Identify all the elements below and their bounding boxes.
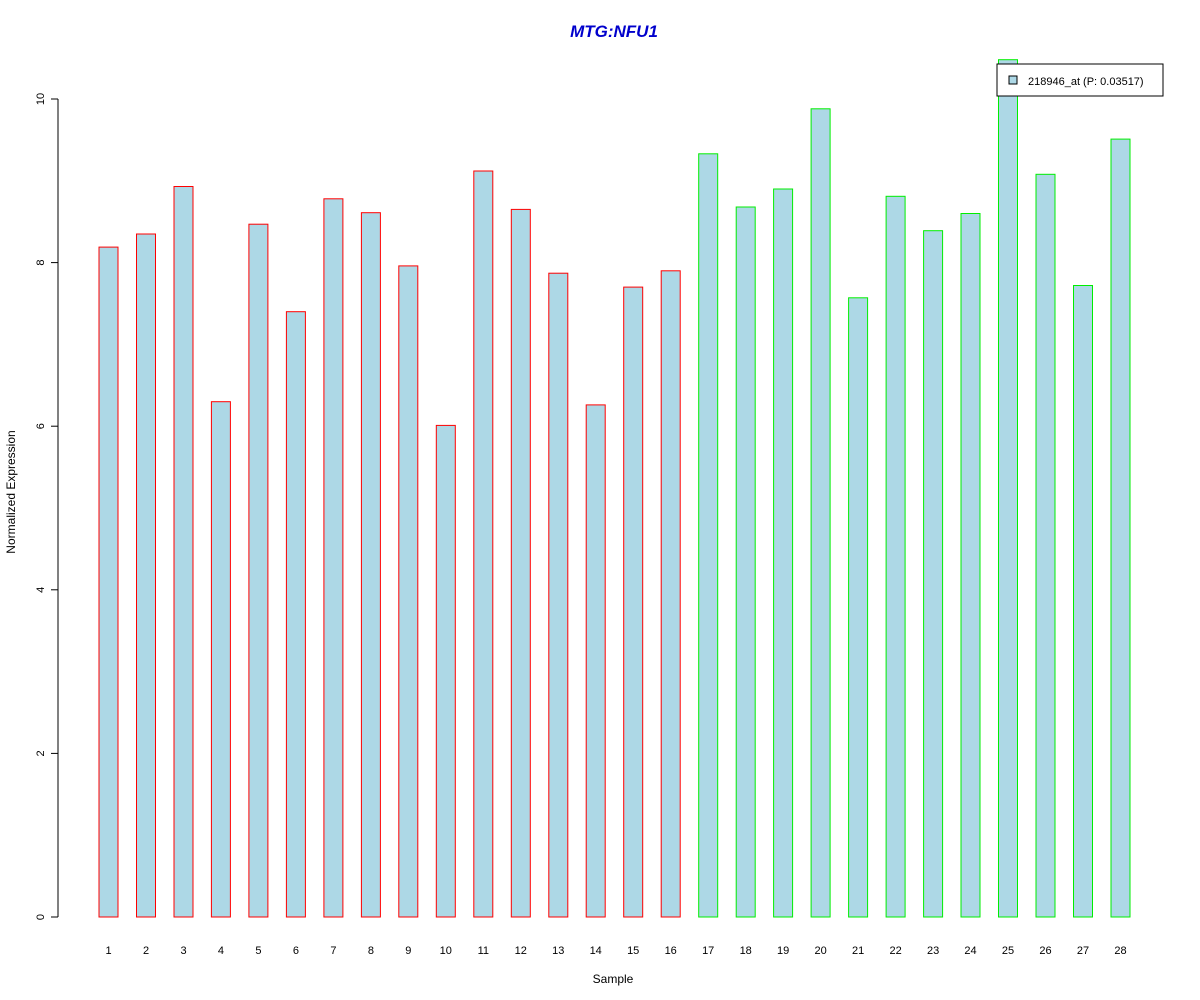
bar-sample-8 <box>360 212 381 918</box>
bar-sample-14 <box>585 404 606 918</box>
y-tick-label: 10 <box>35 93 47 105</box>
bar-sample-5 <box>248 223 269 918</box>
bar-sample-22 <box>885 195 906 918</box>
x-tick-label: 24 <box>964 945 976 957</box>
bar-sample-25 <box>998 59 1018 918</box>
bar-sample-1 <box>98 246 119 918</box>
y-axis-label: Normalized Expression <box>4 430 18 553</box>
bar-sample-9 <box>398 265 419 918</box>
bar-sample-19 <box>773 188 794 918</box>
x-tick-label: 1 <box>105 945 111 957</box>
y-tick-label: 8 <box>35 260 47 266</box>
x-tick-label: 26 <box>1039 945 1051 957</box>
x-tick-label: 3 <box>180 945 186 957</box>
y-tick-label: 6 <box>35 423 47 429</box>
x-tick-label: 13 <box>552 945 564 957</box>
y-axis-ticks: 0 2 4 6 8 10 <box>35 93 58 920</box>
x-tick-label: 9 <box>405 945 411 957</box>
x-tick-label: 16 <box>665 945 677 957</box>
bar-sample-16 <box>660 270 681 918</box>
x-tick-label: 27 <box>1077 945 1089 957</box>
x-tick-label: 11 <box>478 945 489 957</box>
bar-sample-4 <box>210 401 231 918</box>
bar-sample-7 <box>323 198 344 918</box>
bar-sample-23 <box>923 230 944 918</box>
bar-sample-27 <box>1073 285 1093 918</box>
x-tick-label: 22 <box>889 945 901 957</box>
bar-sample-20 <box>810 108 831 918</box>
bar-sample-6 <box>285 311 306 918</box>
x-tick-label: 5 <box>255 945 261 957</box>
x-tick-label: 10 <box>440 945 452 957</box>
bar-sample-26 <box>1035 173 1056 918</box>
x-tick-label: 2 <box>143 945 149 957</box>
bar-sample-21 <box>848 297 869 918</box>
x-tick-label: 7 <box>330 945 336 957</box>
x-tick-label: 15 <box>627 945 639 957</box>
x-tick-label: 4 <box>218 945 224 957</box>
bar-sample-2 <box>136 233 156 918</box>
x-tick-label: 19 <box>777 945 789 957</box>
bar-sample-12 <box>510 208 531 918</box>
x-tick-label: 25 <box>1002 945 1014 957</box>
x-tick-label: 12 <box>515 945 527 957</box>
bar-sample-17 <box>698 153 719 918</box>
bar-sample-28 <box>1110 138 1131 918</box>
bar-sample-11 <box>473 170 494 918</box>
x-axis-tick-labels: 1 2 3 4 5 6 7 8 9 10 11 12 13 14 15 16 17 18 19 20 21 22 23 24 2… <box>105 945 1126 957</box>
y-tick-label: 0 <box>35 914 47 920</box>
x-tick-label: 28 <box>1114 945 1126 957</box>
bar-sample-15 <box>623 286 644 918</box>
x-axis-label: Sample <box>593 972 634 986</box>
legend-entry: 218946_at (P: 0.03517) <box>1028 76 1144 88</box>
y-tick-label: 2 <box>35 750 47 756</box>
x-tick-label: 18 <box>740 945 752 957</box>
x-tick-label: 21 <box>852 945 864 957</box>
y-tick-label: 4 <box>35 587 47 593</box>
bar-sample-13 <box>548 272 569 918</box>
x-tick-label: 20 <box>814 945 826 957</box>
x-tick-label: 14 <box>590 945 602 957</box>
chart-title: MTG:NFU1 <box>570 22 658 41</box>
x-tick-label: 23 <box>927 945 939 957</box>
bar-sample-3 <box>173 186 194 918</box>
x-tick-label: 8 <box>368 945 374 957</box>
bar-sample-24 <box>960 213 981 918</box>
legend-swatch <box>1008 75 1018 85</box>
x-tick-label: 17 <box>702 945 714 957</box>
bars-group <box>98 59 1131 918</box>
x-tick-label: 6 <box>293 945 299 957</box>
bar-sample-18 <box>735 206 756 918</box>
legend: 218946_at (P: 0.03517) <box>996 63 1164 97</box>
bar-sample-10 <box>435 424 456 918</box>
legend-box <box>996 63 1164 97</box>
